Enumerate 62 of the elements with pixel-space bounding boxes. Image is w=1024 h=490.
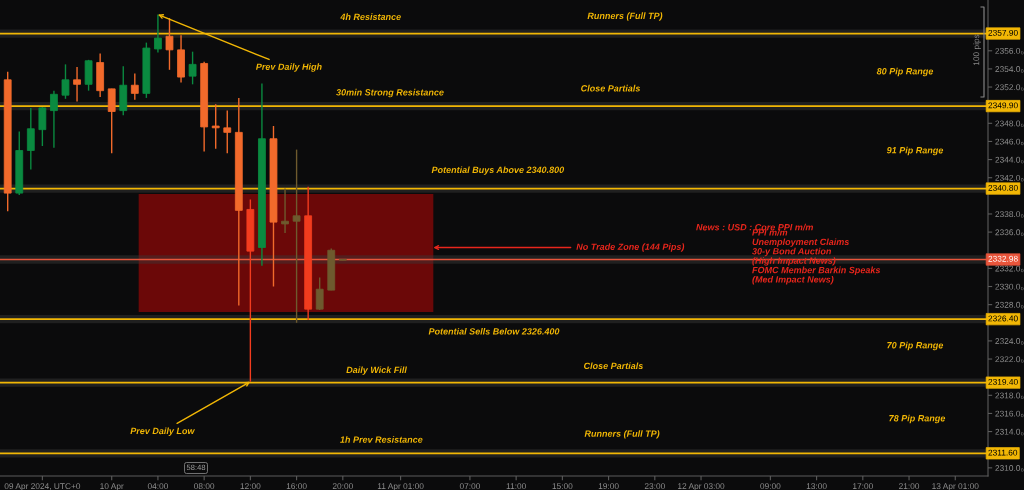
annotation: Close Partials xyxy=(581,84,641,92)
y-tick-label: 2310.0₀ xyxy=(995,465,1024,472)
y-tick-label: 2356.0₀ xyxy=(995,47,1024,55)
y-tick-label: 2348.0₀ xyxy=(995,120,1024,128)
y-tick-label: 2342.0₀ xyxy=(995,174,1024,182)
x-tick-label: 23:00 xyxy=(644,483,665,490)
x-tick-label: 12:00 xyxy=(240,483,261,490)
annotation: 80 Pip Range xyxy=(876,67,934,77)
ref-line-label: 2340.80 xyxy=(988,184,1018,191)
x-tick-label: 13:00 xyxy=(806,483,827,490)
annotation: No Trade Zone (144 Pips) xyxy=(576,243,685,252)
y-tick-label: 2336.0₀ xyxy=(995,229,1024,236)
ref-line-label: 2332.98 xyxy=(988,255,1018,262)
x-tick-label: 15:00 xyxy=(552,483,573,490)
x-tick-label: 17:00 xyxy=(853,483,873,490)
annotation: 78 Pip Range xyxy=(889,414,946,424)
y-tick-label: 2328.0₀ xyxy=(995,301,1024,309)
annotation: Potential Sells Below 2326.400 xyxy=(428,327,560,335)
x-tick-label: 11 Apr 01:00 xyxy=(377,483,424,490)
annotation: 4h Resistance xyxy=(340,13,401,20)
x-tick-label: 12 Apr 03:00 xyxy=(678,483,725,490)
ref-line-label: 2311.60 xyxy=(988,449,1018,456)
x-tick-label: 11:00 xyxy=(506,483,526,490)
y-tick-label: 2316.0₀ xyxy=(995,410,1024,418)
annotation: 1h Prev Resistance xyxy=(340,436,423,443)
annotation: Prev Daily Low xyxy=(130,427,195,436)
ref-line-label: 2326.40 xyxy=(988,315,1018,322)
annotation: Potential Buys Above 2340.800 xyxy=(431,166,565,175)
y-tick-label: 2344.0₀ xyxy=(995,156,1024,164)
y-tick-label: 2314.0₀ xyxy=(995,428,1024,436)
annotation: Daily Wick Fill xyxy=(346,366,407,375)
x-tick-label: 16:00 xyxy=(286,483,307,490)
ref-line-label: 2349.90 xyxy=(988,102,1018,109)
y-tick-label: 2338.0₀ xyxy=(995,211,1024,218)
x-tick-label: 04:00 xyxy=(147,483,169,490)
annotation: Close Partials xyxy=(583,362,643,370)
annotation: 30min Strong Resistance xyxy=(336,88,444,98)
x-tick-label: 13 Apr 01:00 xyxy=(932,483,979,490)
x-tick-label: 20:00 xyxy=(332,483,353,490)
x-tick-label: 09:00 xyxy=(760,483,781,490)
annotation: 100 pips xyxy=(973,34,981,66)
y-tick-label: 2332.0₀ xyxy=(995,265,1024,273)
ref-line-label: 2357.90 xyxy=(988,29,1018,36)
annotation: Runners (Full TP) xyxy=(584,430,660,439)
x-tick-label: 09 Apr 2024, UTC+0 xyxy=(4,483,81,490)
y-tick-label: 2330.0₀ xyxy=(995,283,1024,291)
y-tick-label: 2324.0₀ xyxy=(995,338,1024,345)
x-tick-label: 10 Apr xyxy=(100,483,124,490)
annotation: 91 Pip Range xyxy=(886,146,944,156)
y-tick-label: 2318.0₀ xyxy=(995,392,1024,400)
y-tick-label: 2354.0₀ xyxy=(995,66,1024,73)
x-tick-label: 08:00 xyxy=(194,483,215,490)
y-tick-label: 2352.0₀ xyxy=(995,84,1024,91)
y-tick-label: 2322.0₀ xyxy=(995,356,1024,363)
y-tick-label: 2346.0₀ xyxy=(995,138,1024,146)
x-tick-label: 07:00 xyxy=(459,483,481,490)
x-tick-label: 21:00 xyxy=(899,483,920,490)
ref-line-label: 2319.40 xyxy=(988,378,1018,385)
annotation: 70 Pip Range xyxy=(887,341,944,351)
x-tick-label: 19:00 xyxy=(598,483,619,490)
annotation: Prev Daily High xyxy=(255,63,322,72)
annotation: Runners (Full TP) xyxy=(587,12,663,21)
